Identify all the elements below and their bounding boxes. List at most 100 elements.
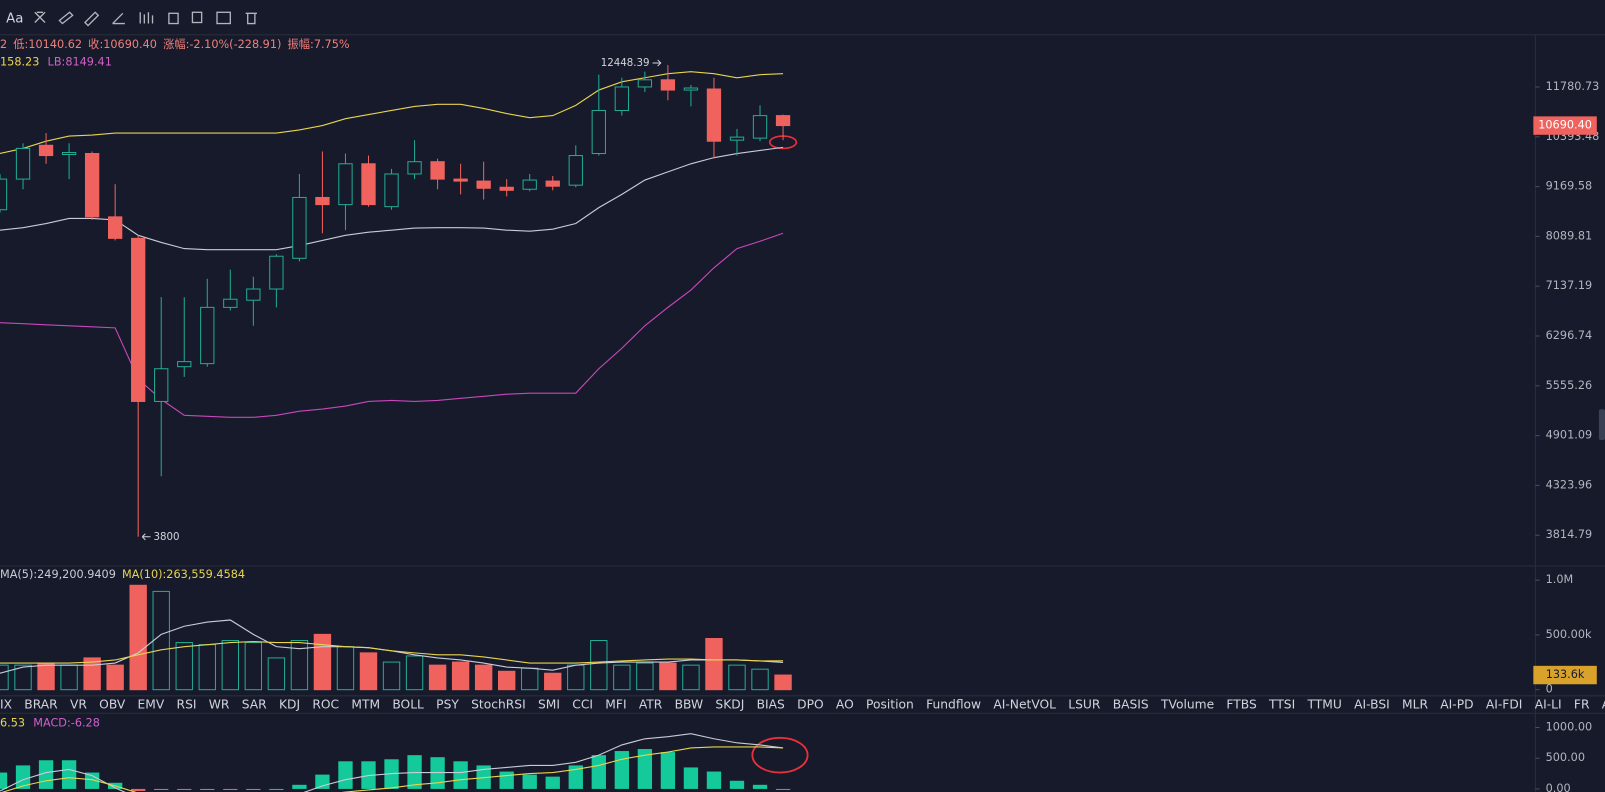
candle-body (246, 288, 261, 301)
macd-bar (637, 749, 653, 789)
y-tick-label: 7137.19 (1546, 279, 1593, 292)
indicator-tab[interactable]: BOLL (392, 698, 424, 712)
indicator-tab[interactable]: SKDJ (715, 698, 744, 712)
indicator-tab[interactable]: SMI (538, 698, 560, 712)
indicator-line (0, 232, 784, 418)
indicator-tab[interactable]: BIAS (757, 698, 785, 712)
indicator-tab[interactable]: BBW (675, 698, 704, 712)
side-handle[interactable] (1598, 409, 1605, 440)
icon-tool[interactable] (58, 11, 74, 25)
indicator-tab[interactable]: Fundflow (926, 698, 981, 712)
indicator-tab[interactable]: StochRSI (471, 698, 526, 712)
indicator-tab[interactable]: BASIS (1113, 698, 1149, 712)
indicator-tab[interactable]: TTSI (1268, 698, 1295, 712)
indicator-tab[interactable]: AI-BST (1602, 698, 1605, 712)
indicator-tab[interactable]: Position (866, 698, 914, 712)
volume-bar (0, 664, 9, 691)
indicator-tab[interactable]: PSY (436, 698, 459, 712)
indicator-tab[interactable]: IX (0, 698, 13, 712)
indicator-tab[interactable]: DPO (797, 698, 824, 712)
highlight-circle (751, 736, 809, 774)
volume-bar (705, 638, 723, 691)
indicator-tab[interactable]: MLR (1402, 698, 1428, 712)
indicator-tab[interactable]: MTM (351, 698, 380, 712)
indicator-tab[interactable]: AI-FDI (1486, 698, 1523, 712)
indicator-tab[interactable]: MFI (605, 698, 626, 712)
indicator-tab[interactable]: OBV (99, 698, 126, 712)
volume-bar (451, 661, 470, 691)
icon-tool[interactable] (84, 11, 100, 27)
icon-tool[interactable] (112, 12, 125, 25)
toolbar-icons[interactable] (34, 11, 257, 27)
high-annotation: 12448.39 (601, 58, 650, 69)
volume-bar (544, 672, 562, 691)
indicator-tab[interactable]: AI-LI (1535, 698, 1562, 712)
last-volume-tag (1533, 665, 1597, 685)
indicator-tab[interactable]: WR (209, 698, 230, 712)
candle-body (315, 196, 330, 206)
macd-bar (177, 788, 192, 790)
indicator-tab[interactable]: AI-PD (1440, 698, 1473, 712)
candle-body (154, 368, 169, 402)
candle-body (223, 298, 238, 308)
candle-body (200, 306, 215, 365)
candle-body (0, 178, 8, 211)
indicator-tab[interactable]: TTMU (1307, 698, 1342, 712)
indicator-tab[interactable]: FR (1574, 698, 1590, 712)
indicator-tab[interactable]: VR (70, 698, 87, 712)
indicator-tab[interactable]: BRAR (24, 698, 58, 712)
icon-tool[interactable] (191, 11, 203, 24)
macd-bar (154, 788, 169, 790)
indicator-tab[interactable]: CCI (572, 698, 593, 712)
indicator-tab[interactable]: EMV (138, 698, 165, 712)
y-tick-label: 3814.79 (1546, 528, 1593, 541)
legend-text: MA(10):263,559.4584 (122, 568, 245, 581)
band-info: 158.23 (0, 55, 39, 68)
volume-bar (682, 664, 700, 691)
indicator-tab[interactable]: LSUR (1068, 698, 1101, 712)
macd-bar (61, 760, 77, 789)
y-tick-label: 0 (1546, 683, 1553, 696)
indicator-tab[interactable]: TVolume (1160, 698, 1214, 712)
icon-tool[interactable] (34, 11, 46, 23)
candle-body (522, 179, 537, 190)
indicator-tab[interactable]: AI-BSI (1354, 698, 1390, 712)
indicator-line (0, 146, 784, 251)
macd-bar (15, 765, 31, 789)
legend-text: MACD:-6.28 (33, 716, 100, 729)
icon-tool[interactable] (216, 11, 231, 25)
ohlc-info: 振幅:7.75% (288, 37, 350, 51)
indicator-tab[interactable]: AO (836, 698, 854, 712)
indicator-tab[interactable]: FTBS (1226, 698, 1257, 712)
indicator-tab[interactable]: KDJ (279, 698, 300, 712)
volume-bar (313, 633, 332, 691)
macd-bar (453, 761, 468, 789)
macd-bar (338, 761, 353, 789)
y-tick-label: 4901.09 (1546, 429, 1593, 442)
candle-body (407, 161, 422, 175)
indicator-tab[interactable]: ROC (312, 698, 339, 712)
last-price-tag (1533, 116, 1597, 135)
y-tick-label: 5555.26 (1546, 379, 1593, 392)
indicator-tab[interactable]: AI-NetVOL (993, 698, 1056, 712)
ohlc-info: 2 (0, 38, 7, 51)
indicator-tab[interactable]: RSI (177, 698, 197, 712)
font-button[interactable]: Aa (6, 11, 23, 26)
icon-tool[interactable] (168, 12, 179, 25)
candle-body (361, 163, 376, 206)
volume-bar (336, 646, 355, 691)
candle-body (269, 255, 284, 290)
icon-tool[interactable] (245, 12, 257, 25)
legend-text: 6.53 (0, 716, 25, 729)
candle-body (775, 115, 791, 127)
icon-tool[interactable] (139, 12, 154, 24)
y-tick-label: 1.0M (1546, 573, 1574, 586)
candle-body (131, 237, 146, 402)
panel-volume: 1.0M 500.00k 0 MA(5):249,200.9409 MA(10):263… (0, 568, 1597, 696)
indicator-tab[interactable]: ATR (639, 698, 663, 712)
candle-body (338, 163, 353, 206)
y-tick-label: 9169.58 (1546, 180, 1593, 193)
y-tick-label: 6296.74 (1546, 329, 1593, 342)
indicator-line (0, 733, 784, 792)
indicator-tab[interactable]: SAR (242, 698, 267, 712)
